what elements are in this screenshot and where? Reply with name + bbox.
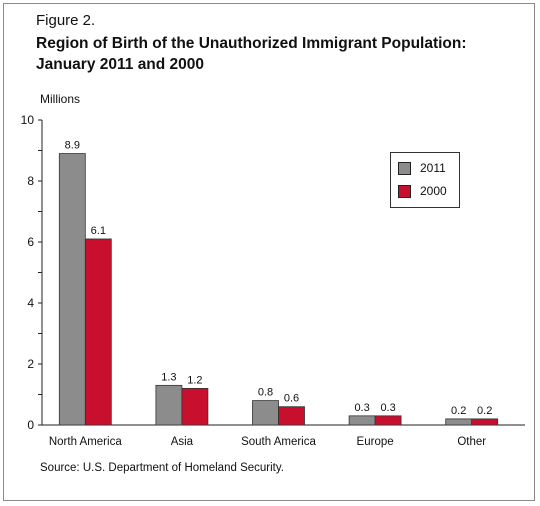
y-axis-units-label: Millions: [40, 92, 81, 106]
bar-2000: [471, 418, 499, 426]
legend-swatch-2011: [398, 161, 411, 175]
data-label-2011: 0.8: [258, 387, 273, 399]
bar-2011: [348, 415, 376, 426]
data-label-2011: 1.3: [161, 371, 176, 383]
x-tick-label: North America: [49, 436, 122, 448]
data-label-2011: 0.2: [451, 405, 466, 417]
y-tick-label: 4: [27, 296, 34, 310]
bar-2000: [181, 387, 209, 426]
bar-2000: [374, 415, 402, 426]
bar-2011: [445, 418, 473, 426]
bar-2011: [155, 384, 183, 426]
x-tick-label: Europe: [357, 436, 394, 448]
legend-label-2000: 2000: [420, 184, 447, 198]
data-label-2000: 6.1: [91, 225, 106, 237]
data-label-2011: 8.9: [65, 140, 80, 152]
chart-title-line-1: Region of Birth of the Unauthorized Immi…: [36, 35, 467, 52]
legend-item-2011: 2011: [398, 161, 446, 175]
bar-2000: [84, 238, 112, 426]
legend-item-2000: 2000: [398, 184, 447, 198]
legend: 2011 2000: [390, 152, 460, 208]
data-label-2000: 0.2: [477, 405, 492, 417]
data-label-2011: 0.3: [354, 402, 369, 414]
figure-number: Figure 2.: [36, 12, 96, 29]
bar-2011: [58, 153, 86, 426]
x-tick-label: Other: [457, 436, 486, 448]
legend-swatch-2000: [398, 184, 411, 198]
y-tick-label: 2: [27, 357, 34, 371]
chart-title-line-2: January 2011 and 2000: [36, 56, 205, 73]
y-tick-label: 0: [27, 418, 34, 432]
chart-title: Region of Birth of the Unauthorized Immi…: [36, 33, 506, 75]
y-tick-label: 8: [27, 174, 34, 188]
legend-label-2011: 2011: [420, 161, 446, 175]
data-label-2000: 0.3: [380, 402, 395, 414]
x-tick-label: Asia: [171, 436, 194, 448]
y-tick-label: 6: [27, 235, 34, 249]
bar-2011: [252, 400, 279, 426]
y-tick-label: 10: [21, 113, 35, 127]
data-label-2000: 0.6: [284, 393, 299, 405]
source-note: Source: U.S. Department of Homeland Secu…: [40, 462, 284, 474]
data-label-2000: 1.2: [187, 374, 202, 386]
bar-2000: [278, 406, 305, 426]
x-tick-label: South America: [241, 436, 316, 448]
